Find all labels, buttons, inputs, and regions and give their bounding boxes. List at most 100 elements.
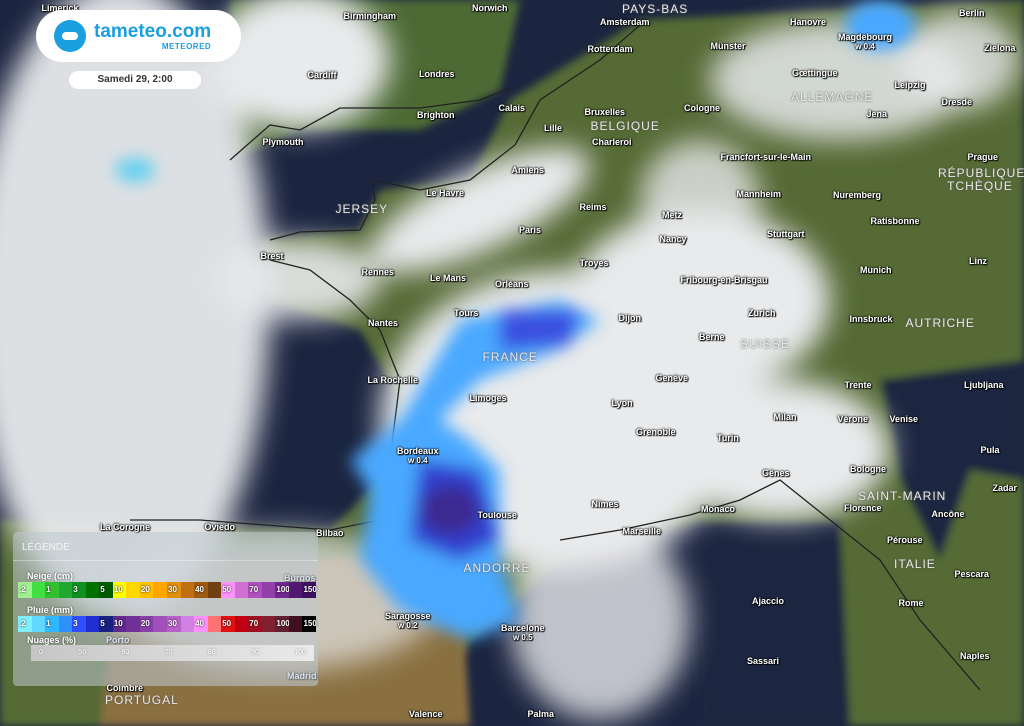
snow-scale: .2 1 3 5 10 20 30 40 50 70 100 150 [18,582,317,598]
city-label: Oviedo [205,522,236,532]
country-label: ANDORRE [463,560,531,575]
city-name: Valence [409,709,443,719]
city-name: Orléans [495,279,529,289]
city-name: Hanovre [790,17,827,27]
city-name: Mannheim [736,189,782,199]
city-name: Birmingham [343,11,397,21]
clouds-tick: 80 [207,649,216,656]
city-name: Bologne [850,464,886,474]
snow-scale-cell [180,582,195,598]
country-label: FRANCE [482,349,538,364]
city-label: Zielona [984,43,1016,53]
rain-scale-cell: 150 [302,616,317,632]
city-name: Ljubljana [964,380,1004,390]
brand-sub: METEORED [161,41,212,51]
city-name: Le Havre [426,188,465,198]
city-name: Limerick [41,3,79,13]
city-label: Nuremberg [833,190,881,200]
city-name: Brighton [417,110,455,120]
city-label: Calais [499,103,526,113]
city-label: Francfort-sur-le-Main [721,152,812,162]
city-name: Trente [844,380,872,390]
city-label: Londres [419,69,455,79]
city-label: Toulouse [478,510,517,520]
city-label: Milan [774,412,797,422]
cloud-bubble-icon [54,20,86,52]
city-name: Leipzig [894,80,926,90]
city-label: Turin [717,433,739,443]
city-name: Zadar [992,483,1018,493]
rain-scale-cell [31,616,46,632]
rain-scale-cell [126,616,140,632]
city-name: Barcelone [501,623,545,633]
rain-scale-cell: 100 [275,616,290,632]
city-name: Oviedo [204,522,236,532]
clouds-tick: 70 [164,649,173,656]
snow-scale-cell: 3 [72,582,86,598]
city-label: Gœttingue [792,68,838,78]
city-name: Saragosse [385,611,431,621]
city-name: Linz [969,256,987,266]
rain-scale-cell: 50 [221,616,235,632]
city-label: Amsterdam [600,17,650,27]
city-name: Marseille [622,526,662,536]
city-label: Birmingham [344,11,397,21]
city-name: Troyes [579,258,609,268]
city-label: Brighton [417,110,455,120]
city-label: Genève [656,373,689,383]
city-name: Gênes [762,468,790,478]
snow-scale-cell [85,582,100,598]
city-label: Nîmes [592,499,619,509]
country-label: PORTUGAL [105,693,179,707]
city-label: Nancy [660,234,687,244]
city-label: Valence [409,709,443,719]
city-name: Francfort-sur-le-Main [720,152,812,162]
rain-scale-cell [207,616,222,632]
country-label: ALLEMAGNE [791,89,874,104]
brand-name: tameteo.com [94,20,212,42]
city-label: Barcelone w 0.5 [501,623,545,643]
city-label: Lyon [612,398,633,408]
city-label: Florence [844,503,882,513]
city-label: Reims [580,202,607,212]
city-name: Tours [454,308,479,318]
city-name: Berne [699,332,725,342]
snow-scale-cell: 10 [112,582,127,598]
city-label: Berlin [959,8,985,18]
city-name: Calais [498,103,526,113]
legend-panel: LÉGENDE Neige (cm) .2 1 3 5 10 20 30 40 50 70 100 1… [13,532,318,686]
city-name: Turin [717,433,739,443]
wind-value: w 0.2 [397,621,418,630]
city-label: La Rochelle [368,375,419,385]
city-label: Naples [960,651,990,661]
city-name: Lyon [611,398,633,408]
city-name: Le Mans [430,273,467,283]
city-name: La Rochelle [367,375,419,385]
city-label: La Corogne [100,522,150,532]
snow-scale-cell: 100 [275,582,290,598]
snow-scale-cell: .2 [18,582,32,598]
clouds-scale: 0 50 60 70 80 90 100 [31,645,314,661]
city-label: Innsbruck [850,314,893,324]
city-name: Ratisbonne [870,216,920,226]
snow-scale-cell: 30 [167,582,181,598]
country-label: PAYS-BAS [622,2,689,16]
city-name: Vérone [837,414,869,424]
city-label: Amiens [512,165,545,175]
city-name: Zurich [748,308,776,318]
city-name: Genève [655,373,689,383]
city-label: Jena [867,109,888,119]
city-name: Nantes [368,318,399,328]
rain-scale-cell: .2 [18,616,32,632]
city-name: Cologne [684,103,720,113]
city-name: Rotterdam [587,44,633,54]
forecast-datetime[interactable]: Samedi 29, 2:00 [69,71,201,89]
city-label: Rennes [362,267,395,277]
city-label: Charleroi [592,137,632,147]
rain-scale-cell [153,616,168,632]
tameteo-logo[interactable]: tameteo.com METEORED [36,10,241,62]
city-name: Naples [960,651,990,661]
city-label: Troyes [580,258,609,268]
city-name: Dijon [618,313,642,323]
city-name: Nuremberg [833,190,882,200]
